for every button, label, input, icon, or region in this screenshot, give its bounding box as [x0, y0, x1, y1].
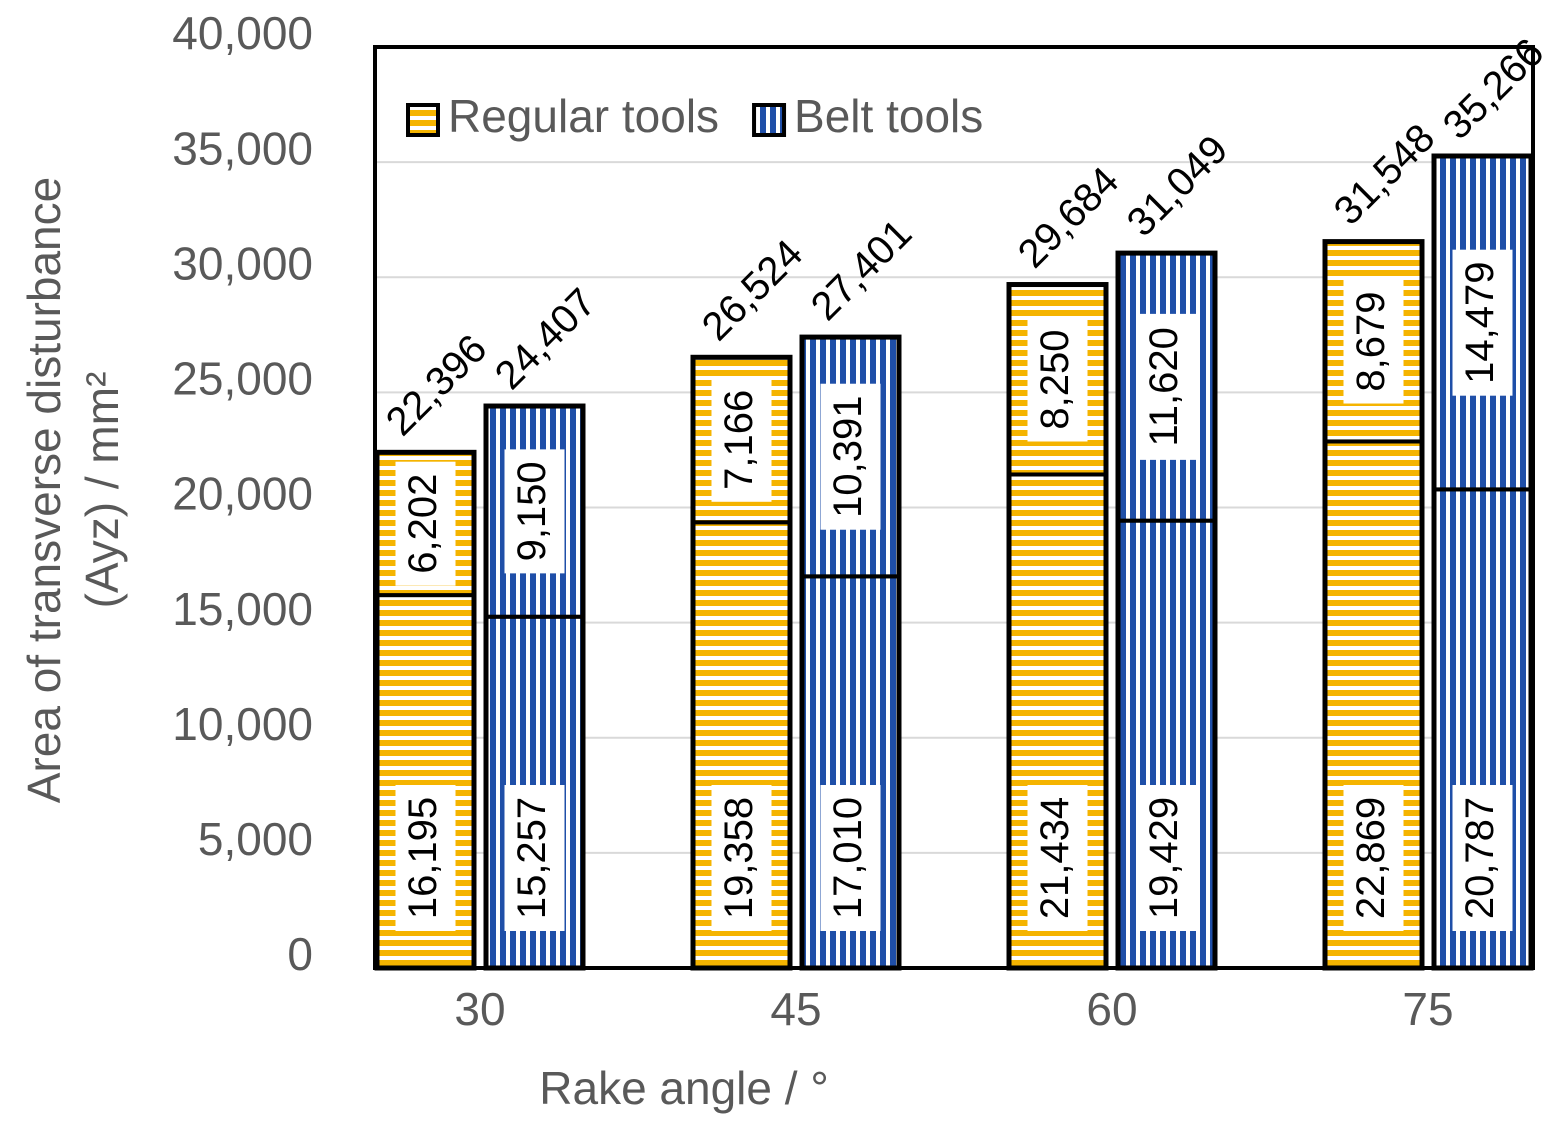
label-box	[1027, 317, 1088, 442]
value-label: 20,787	[1458, 797, 1502, 919]
total-label: 26,524	[694, 231, 812, 349]
x-axis-title: Rake angle / °	[539, 1062, 828, 1114]
y-tick-label: 40,000	[172, 7, 313, 59]
label-box	[1343, 785, 1404, 931]
value-label: 6,202	[401, 474, 445, 574]
value-label: 16,195	[401, 797, 445, 919]
x-tick-label: 75	[1402, 983, 1453, 1035]
legend-swatch	[406, 103, 440, 137]
value-label: 21,434	[1033, 797, 1077, 919]
y-tick-label: 5,000	[198, 813, 313, 865]
legend-label: Belt tools	[794, 90, 983, 142]
total-label: 22,396	[378, 327, 496, 445]
label-box	[504, 785, 565, 931]
x-tick-label: 60	[1086, 983, 1137, 1035]
y-tick-label: 0	[287, 928, 313, 980]
total-label: 31,049	[1119, 127, 1237, 245]
total-label: 29,684	[1010, 159, 1128, 277]
value-label: 9,150	[510, 461, 554, 561]
y-tick-label: 15,000	[172, 583, 313, 635]
value-label: 7,166	[717, 390, 761, 490]
y-tick-label: 10,000	[172, 698, 313, 750]
value-label: 19,429	[1142, 797, 1186, 919]
label-box	[395, 461, 456, 586]
value-label: 10,391	[826, 396, 870, 518]
value-label: 14,479	[1458, 262, 1502, 384]
label-box	[711, 377, 772, 502]
label-box	[395, 785, 456, 931]
value-label: 19,358	[717, 797, 761, 919]
total-label: 27,401	[803, 211, 921, 329]
value-label: 17,010	[826, 797, 870, 919]
label-box	[820, 785, 881, 931]
label-box	[820, 383, 881, 530]
label-box	[1027, 785, 1088, 931]
y-tick-label: 30,000	[172, 237, 313, 289]
label-box	[1136, 785, 1197, 931]
value-label: 11,620	[1142, 327, 1186, 446]
value-label: 8,679	[1349, 291, 1393, 391]
label-box	[1136, 313, 1197, 460]
value-label: 15,257	[510, 797, 554, 919]
y-axis-title: (Ayz) / mm²	[76, 372, 128, 609]
value-label: 22,869	[1349, 797, 1393, 919]
legend-label: Regular tools	[448, 90, 719, 142]
label-box	[504, 449, 565, 574]
label-box	[1452, 785, 1513, 931]
label-box	[711, 785, 772, 931]
legend-swatch	[752, 103, 787, 137]
y-tick-label: 35,000	[172, 122, 313, 174]
label-box	[1343, 279, 1404, 404]
value-label: 8,250	[1033, 329, 1077, 429]
y-axis-title: Area of transverse disturbance	[18, 177, 70, 803]
y-tick-label: 20,000	[172, 468, 313, 520]
x-tick-label: 45	[770, 983, 821, 1035]
x-tick-label: 30	[454, 983, 505, 1035]
label-box	[1452, 249, 1513, 396]
total-label: 24,407	[487, 280, 605, 398]
plot-frame	[373, 45, 1535, 970]
y-tick-label: 25,000	[172, 353, 313, 405]
total-label: 31,548	[1326, 116, 1444, 234]
